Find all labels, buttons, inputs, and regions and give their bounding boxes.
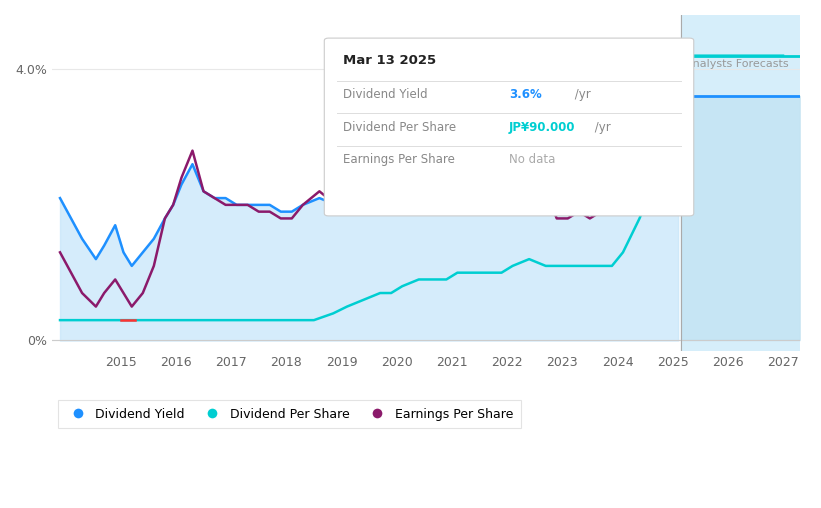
- Text: 3.6%: 3.6%: [509, 88, 542, 101]
- Text: Dividend Yield: Dividend Yield: [343, 88, 428, 101]
- Text: Past: Past: [654, 59, 677, 69]
- Text: /yr: /yr: [591, 120, 611, 134]
- Text: /yr: /yr: [571, 88, 590, 101]
- Bar: [681, 15, 800, 351]
- Text: JP¥90.000: JP¥90.000: [509, 120, 576, 134]
- Text: Earnings Per Share: Earnings Per Share: [343, 152, 455, 166]
- Text: Dividend Per Share: Dividend Per Share: [343, 120, 456, 134]
- Legend: Dividend Yield, Dividend Per Share, Earnings Per Share: Dividend Yield, Dividend Per Share, Earn…: [58, 400, 521, 428]
- Text: No data: No data: [509, 152, 555, 166]
- Text: Mar 13 2025: Mar 13 2025: [343, 53, 436, 67]
- Text: Analysts Forecasts: Analysts Forecasts: [686, 59, 789, 69]
